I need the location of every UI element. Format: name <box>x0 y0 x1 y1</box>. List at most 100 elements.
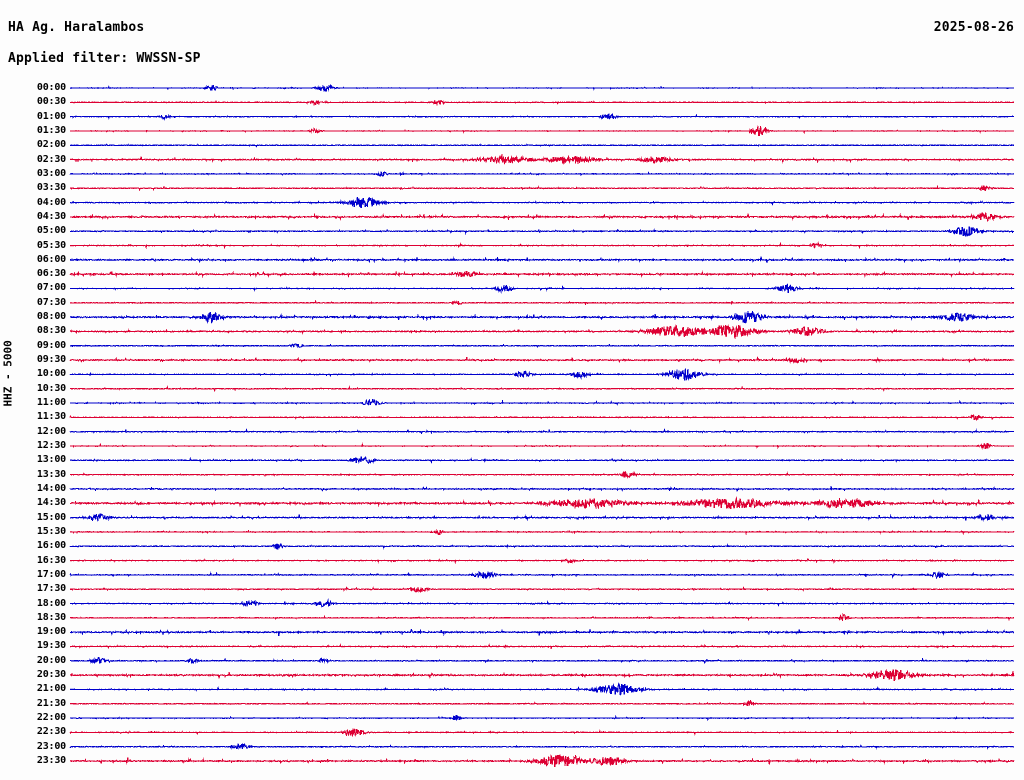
row-time-label: 06:00 <box>36 253 66 265</box>
row-time-label: 00:00 <box>36 82 66 93</box>
trace-line <box>69 310 1015 325</box>
row-time-label: 20:00 <box>36 654 66 666</box>
trace-line <box>69 668 1015 682</box>
applied-filter-label: Applied filter: WWSSN-SP <box>8 51 201 66</box>
trace-line <box>69 598 1015 608</box>
trace-line <box>69 714 1015 722</box>
station-title: HA Ag. Haralambos <box>8 20 145 35</box>
row-time-label: 06:30 <box>36 268 66 280</box>
row-time-label: 12:30 <box>36 440 66 451</box>
trace-line <box>69 528 1015 536</box>
row-time-label: 04:00 <box>36 196 66 208</box>
row-time-label: 03:00 <box>36 167 66 179</box>
row-time-label: 01:00 <box>36 110 66 122</box>
row-time-label: 16:30 <box>36 554 66 566</box>
trace-line <box>69 170 1015 178</box>
row-time-label: 05:00 <box>36 225 66 237</box>
trace-line <box>69 727 1015 737</box>
trace-line <box>69 368 1015 382</box>
row-time-label: 19:00 <box>36 626 66 638</box>
trace-line <box>69 212 1015 223</box>
trace-line <box>69 385 1015 393</box>
row-time-label: 15:30 <box>36 525 66 537</box>
row-time-label: 08:30 <box>36 325 66 337</box>
row-time-label: 17:30 <box>36 583 66 595</box>
trace-line <box>69 513 1015 523</box>
trace-line <box>70 125 1015 137</box>
row-time-label: 11:00 <box>36 397 66 409</box>
trace-line <box>69 699 1015 707</box>
row-time-label: 08:00 <box>36 311 66 323</box>
trace-line <box>69 570 1015 580</box>
row-time-label: 01:30 <box>36 124 66 136</box>
row-time-label: 12:00 <box>36 425 66 437</box>
trace-line <box>69 343 1015 349</box>
trace-line <box>69 427 1015 435</box>
row-time-label: 22:30 <box>36 726 66 738</box>
trace-line <box>69 455 1014 465</box>
trace-line <box>69 113 1014 121</box>
trace-line <box>69 226 1014 237</box>
trace-line <box>69 270 1015 279</box>
row-time-label: 03:30 <box>36 182 66 194</box>
row-time-label: 15:00 <box>36 511 66 523</box>
row-time-label: 14:00 <box>36 482 66 494</box>
trace-line <box>70 241 1014 250</box>
row-time-label: 07:30 <box>36 296 66 308</box>
row-time-label: 22:00 <box>36 712 66 724</box>
trace-line <box>70 643 1015 649</box>
trace-line <box>70 143 1015 148</box>
row-time-label: 09:00 <box>36 339 66 351</box>
trace-line <box>69 486 1015 492</box>
row-time-label: 23:30 <box>36 755 66 767</box>
row-time-label: 21:00 <box>36 683 66 695</box>
trace-line <box>69 628 1015 637</box>
row-time-label: 11:30 <box>36 411 66 423</box>
trace-line <box>69 153 1015 165</box>
trace-line <box>69 470 1015 479</box>
trace-line <box>69 83 1014 92</box>
trace-line <box>69 184 1014 192</box>
trace-line <box>69 355 1015 365</box>
row-time-label: 02:30 <box>36 153 66 165</box>
row-time-label: 09:30 <box>36 354 66 366</box>
trace-line <box>69 495 1015 510</box>
row-time-label: 23:00 <box>36 740 66 752</box>
trace-line <box>69 682 1015 696</box>
trace-line <box>69 612 1015 622</box>
trace-line <box>69 324 1015 340</box>
trace-line <box>70 299 1015 306</box>
row-time-label: 10:00 <box>36 368 66 380</box>
trace-line <box>69 196 1015 209</box>
row-time-label: 10:30 <box>36 382 66 394</box>
row-time-label: 17:00 <box>36 568 66 580</box>
trace-line <box>70 282 1015 294</box>
trace-line <box>69 256 1015 264</box>
trace-line <box>69 442 1015 450</box>
row-time-label: 18:00 <box>36 597 66 609</box>
row-time-label: 13:00 <box>36 454 66 466</box>
trace-line <box>70 99 1015 107</box>
trace-line <box>70 398 1015 407</box>
row-time-label: 02:00 <box>36 139 66 151</box>
row-time-label: 07:00 <box>36 282 66 294</box>
row-time-label: 16:00 <box>36 540 66 552</box>
row-time-label: 00:30 <box>36 96 66 108</box>
row-time-label: 05:30 <box>36 239 66 251</box>
trace-line <box>69 586 1015 593</box>
row-time-label: 20:30 <box>36 669 66 681</box>
trace-line <box>70 754 1015 768</box>
trace-line <box>69 656 1015 665</box>
row-time-label: 19:30 <box>36 640 66 652</box>
row-time-label: 21:30 <box>36 697 66 709</box>
trace-line <box>69 413 1015 422</box>
row-time-label: 13:30 <box>36 468 66 480</box>
trace-line <box>69 542 1015 551</box>
trace-line <box>69 742 1015 750</box>
row-time-label: 04:30 <box>36 210 66 222</box>
trace-line <box>69 558 1015 565</box>
record-date: 2025-08-26 <box>933 20 1014 35</box>
row-time-label: 18:30 <box>36 611 66 623</box>
